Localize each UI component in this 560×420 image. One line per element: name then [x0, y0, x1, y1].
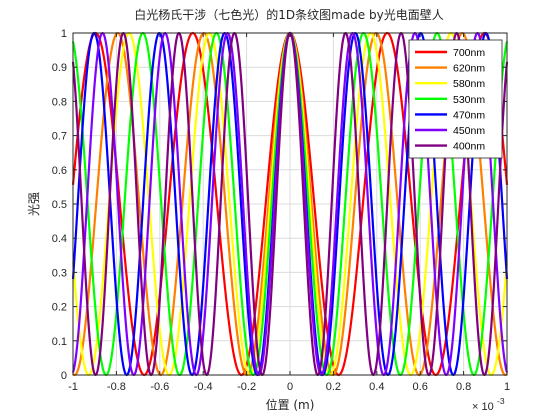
x-tick-label: -0.6 [150, 381, 169, 393]
legend: 700nm 620nm 580nm 530nm 470nm 450nm 400nm [408, 39, 503, 159]
legend-label: 580nm [453, 78, 485, 90]
y-tick-label: 0 [61, 370, 67, 382]
y-tick-label: 1 [61, 28, 67, 40]
y-tick-labels: 0 0.1 0.2 0.3 0.4 0.5 0.6 0.7 0.8 0.9 1 [52, 28, 67, 382]
x-exponent-label: × 10 -3 [472, 396, 505, 413]
y-tick-label: 0.3 [52, 267, 67, 279]
x-tick-label: 0.8 [456, 381, 471, 393]
legend-label: 400nm [453, 141, 485, 153]
x-tick-label: 0.4 [369, 381, 384, 393]
x-axis-label: 位置 (m) [266, 397, 315, 412]
legend-label: 530nm [453, 94, 485, 106]
x-tick-label: -1 [68, 381, 78, 393]
y-tick-label: 0.7 [52, 131, 67, 143]
y-tick-label: 0.1 [52, 336, 67, 348]
x-tick-labels: -1 -0.8 -0.6 -0.4 -0.2 0 0.2 0.4 0.6 0.8 1 [68, 381, 510, 393]
x-tick-label: 0.2 [326, 381, 341, 393]
x-tick-label: -0.4 [194, 381, 213, 393]
x-tick-label: -0.8 [107, 381, 126, 393]
y-tick-label: 0.9 [52, 62, 67, 74]
chart-title: 白光杨氏干涉（七色光）的1D条纹图made by光电面壁人 [134, 7, 443, 22]
tick-marks [72, 32, 508, 376]
x-tick-label: 1 [504, 381, 510, 393]
y-tick-label: 0.4 [52, 233, 67, 245]
legend-label: 450nm [453, 125, 485, 137]
y-tick-label: 0.2 [52, 302, 67, 314]
x-exponent-base: × 10 [472, 401, 494, 413]
x-tick-label: 0.6 [413, 381, 428, 393]
x-tick-label: 0 [287, 381, 293, 393]
legend-label: 620nm [453, 63, 485, 75]
legend-label: 700nm [453, 47, 485, 59]
y-tick-label: 0.5 [52, 199, 67, 211]
x-tick-label: -0.2 [237, 381, 256, 393]
legend-label: 470nm [453, 109, 485, 121]
x-exponent-power: -3 [497, 396, 505, 406]
y-axis-label: 光强 [27, 192, 41, 216]
y-tick-label: 0.6 [52, 165, 67, 177]
y-tick-label: 0.8 [52, 96, 67, 108]
